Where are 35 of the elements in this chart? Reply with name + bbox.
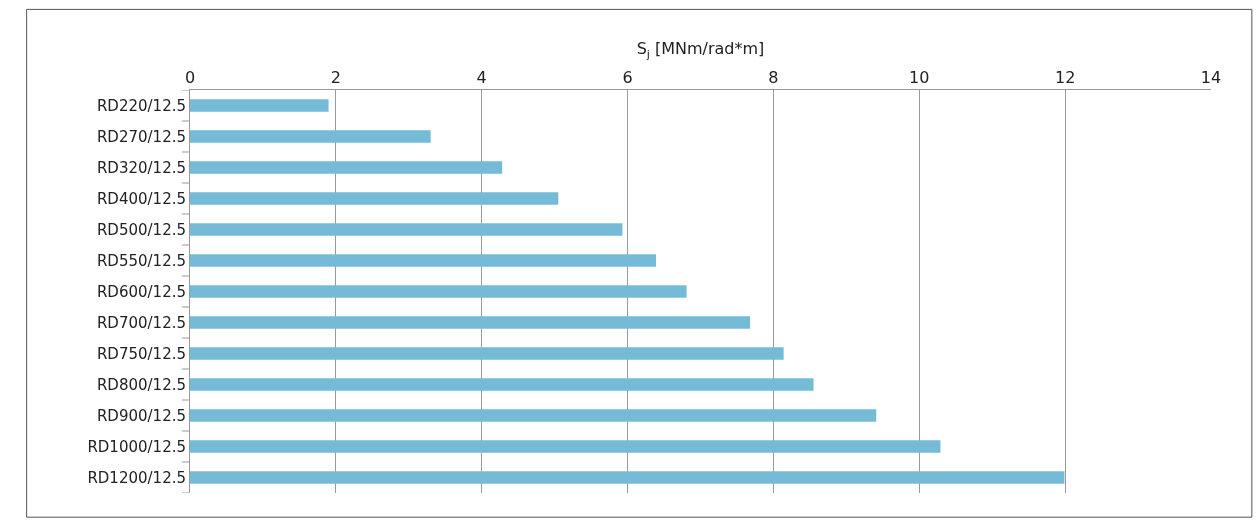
bar [190,223,623,236]
y-tick-label: RD1000/12.5 [87,437,186,456]
x-tick-label: 4 [476,67,487,87]
bar [190,409,877,422]
y-tick-label: RD1200/12.5 [87,468,186,487]
bar [190,378,814,391]
x-tick-label: 2 [330,67,341,87]
bar [190,254,657,267]
bar [190,347,784,360]
x-tick-label: 12 [1054,67,1076,87]
bar [190,99,329,112]
y-tick-label: RD700/12.5 [96,313,186,332]
bar [190,316,751,329]
y-tick-label: RD500/12.5 [96,220,186,239]
x-tick-label: 14 [1200,67,1222,87]
x-axis-title: S$_{j}$ [MNm/rad*m] [636,39,765,61]
y-tick-label: RD550/12.5 [96,251,186,270]
bar [190,130,431,143]
bar [190,161,503,174]
y-tick-label: RD900/12.5 [96,406,186,425]
y-tick-label: RD270/12.5 [96,127,186,146]
y-tick-label: RD750/12.5 [96,344,186,363]
bar [190,192,559,205]
y-tick-label: RD320/12.5 [96,158,186,177]
x-tick-label: 0 [184,67,196,87]
y-tick-label: RD220/12.5 [96,96,186,115]
y-tick-label: RD600/12.5 [96,282,186,301]
bar [190,471,1065,484]
x-tick-label: 10 [909,67,930,87]
y-tick-label: RD800/12.5 [96,375,186,394]
x-tick-label: 8 [768,67,779,87]
bar [190,440,941,453]
y-tick-label: RD400/12.5 [96,189,186,208]
x-tick-label: 6 [622,67,633,87]
bar [190,285,687,298]
